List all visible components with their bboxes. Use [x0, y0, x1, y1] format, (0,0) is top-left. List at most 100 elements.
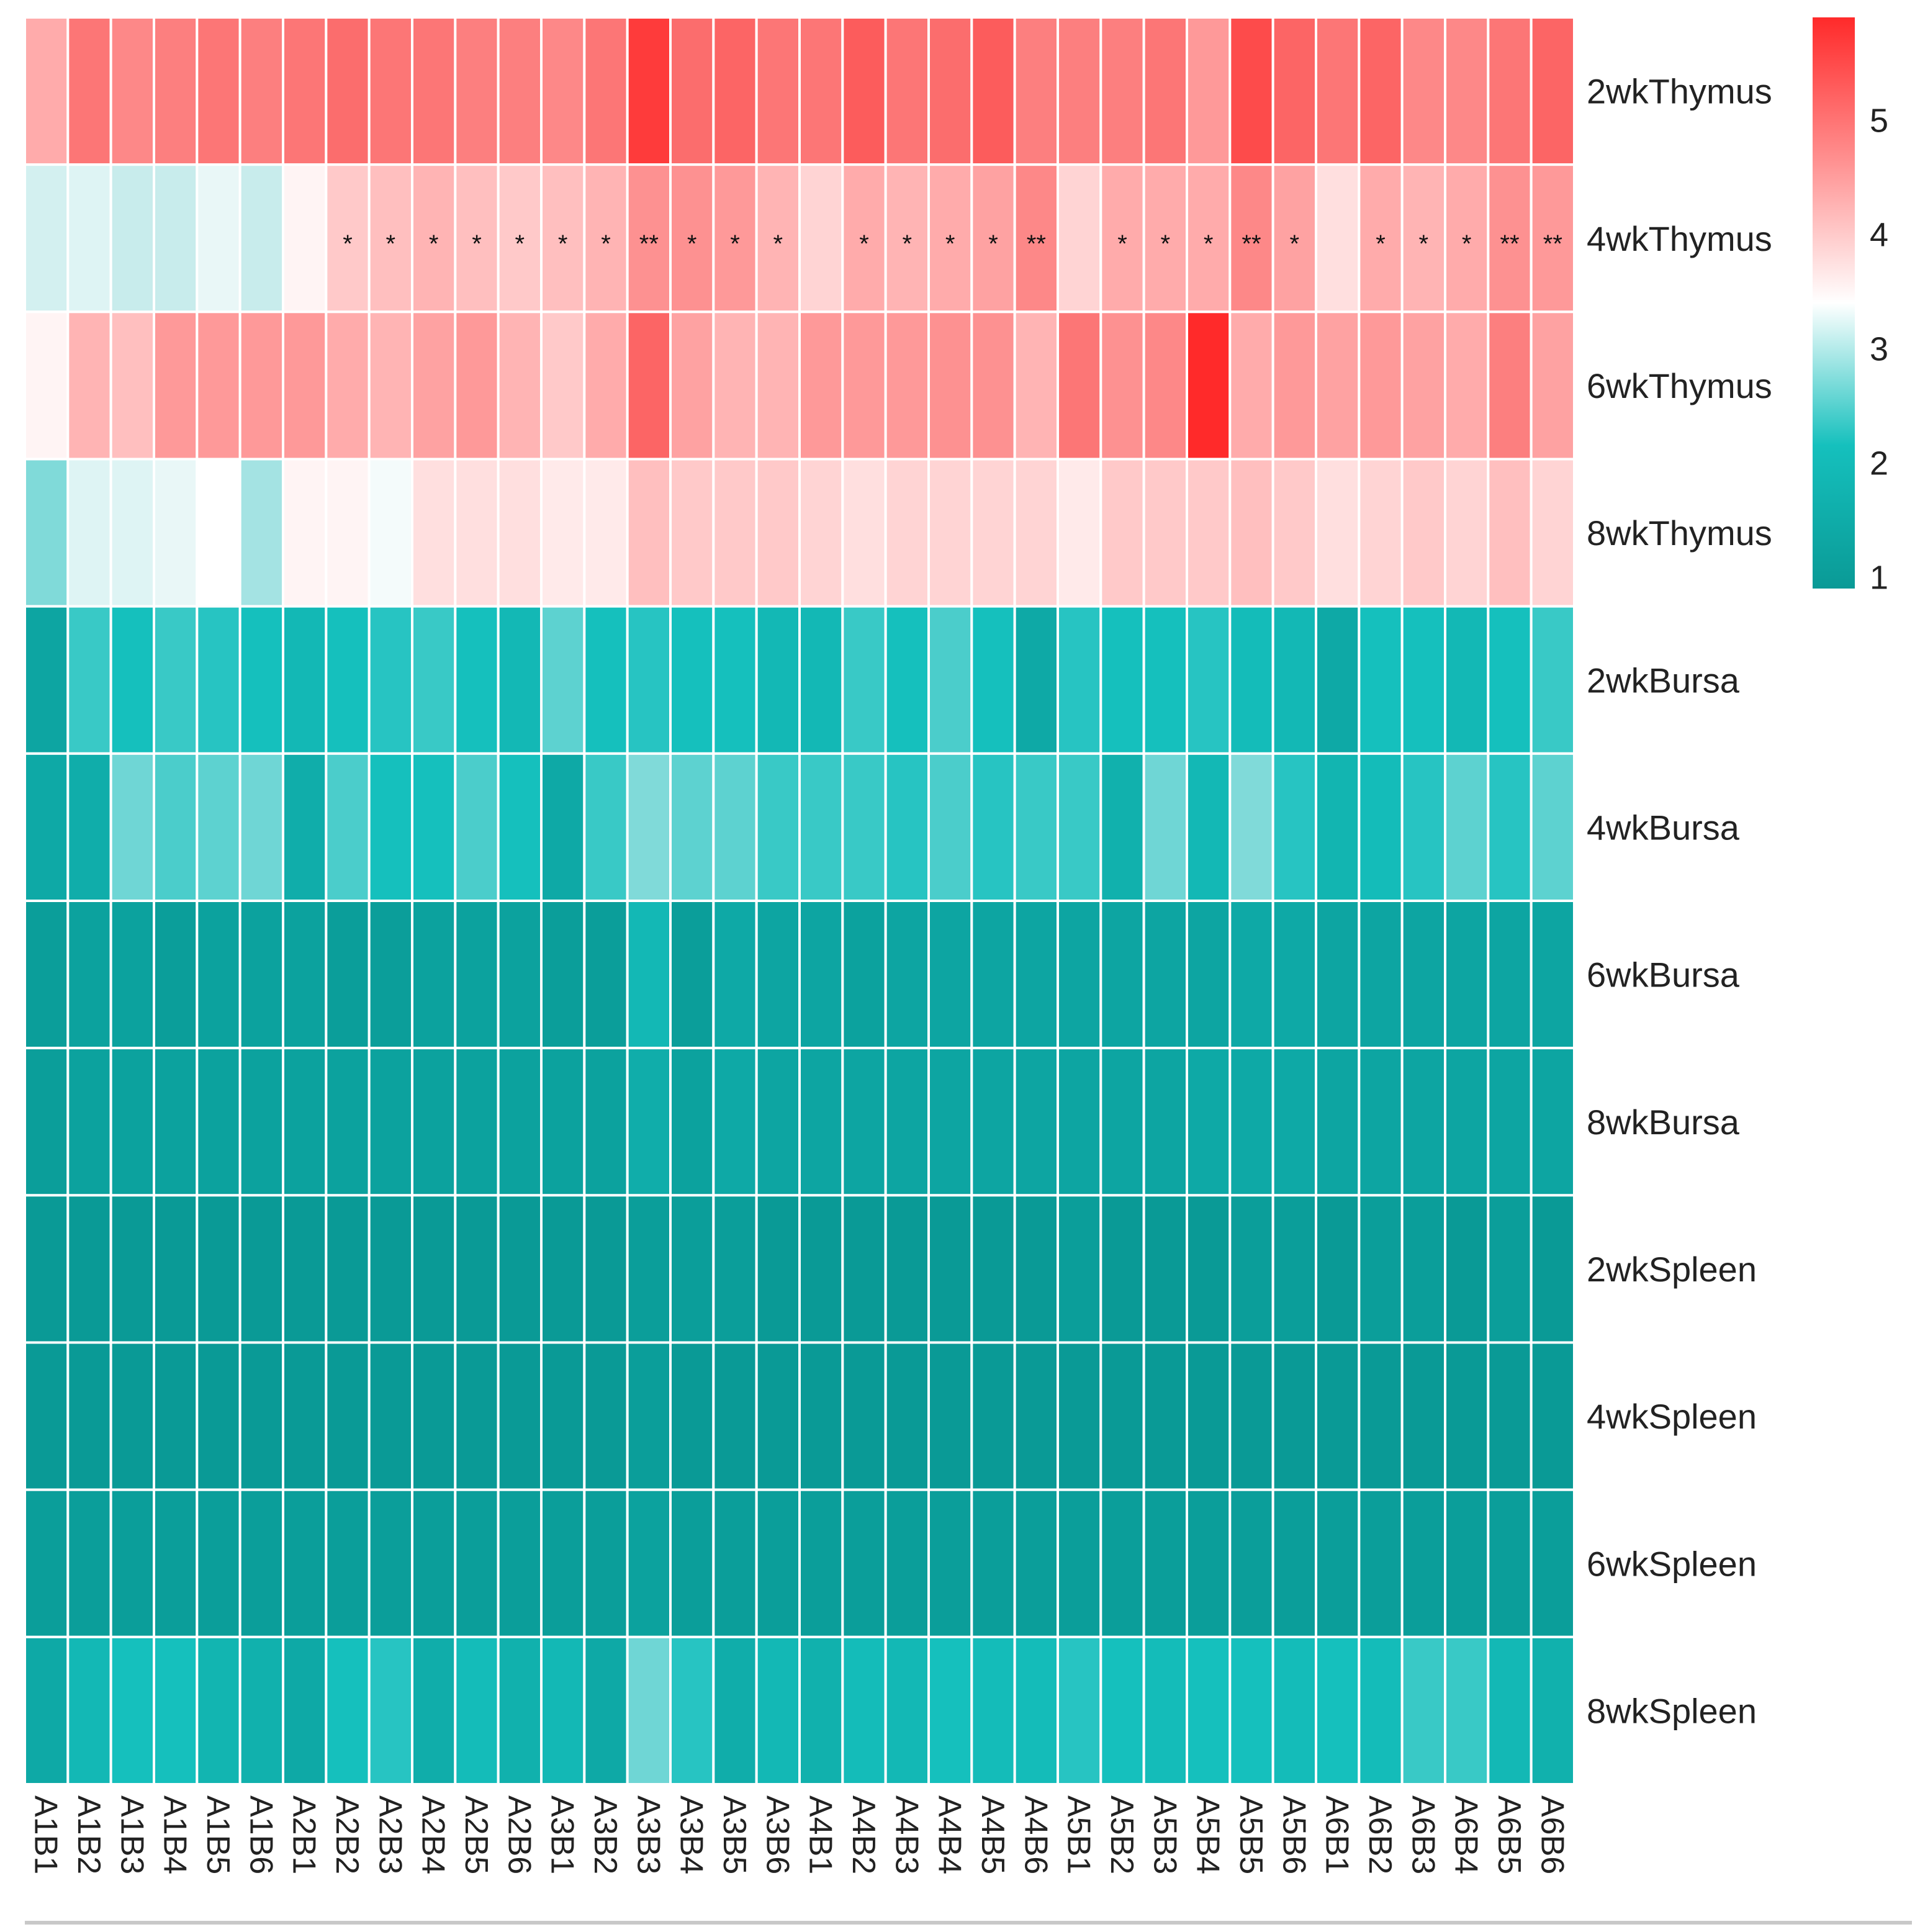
heatmap-cell: [196, 310, 241, 461]
heatmap-cell: [1013, 163, 1059, 314]
heatmap-cell: [1057, 1047, 1102, 1197]
column-label: A1B1: [28, 1795, 64, 1874]
heatmap-cell: [1530, 1488, 1576, 1638]
heatmap-cell: [626, 605, 672, 755]
column-label: A6B4: [1448, 1795, 1484, 1874]
heatmap-cell: [1358, 900, 1404, 1050]
heatmap-cell: [1099, 458, 1145, 608]
heatmap-cell: [1228, 458, 1274, 608]
significance-mark: *: [1290, 230, 1300, 258]
heatmap-cell: [1142, 605, 1188, 755]
heatmap-cell: [1228, 16, 1274, 166]
significance-mark: *: [343, 230, 353, 258]
column-label: A5B3: [1147, 1795, 1183, 1874]
heatmap-cell: [755, 1047, 801, 1197]
heatmap-cell: [884, 752, 930, 903]
heatmap-cell: [1444, 1341, 1490, 1491]
heatmap-cell: [1444, 16, 1490, 166]
heatmap-cell: [282, 16, 328, 166]
significance-mark: *: [1376, 230, 1386, 258]
heatmap-cell: [325, 16, 371, 166]
heatmap-cell: [669, 1194, 715, 1344]
heatmap-cell: [626, 310, 672, 461]
heatmap-cell: [970, 458, 1016, 608]
heatmap-cell: [755, 458, 801, 608]
column-label: A5B2: [1104, 1795, 1140, 1874]
heatmap-cell: [1013, 458, 1059, 608]
column-label: A3B5: [716, 1795, 752, 1874]
heatmap-cell: [1186, 16, 1232, 166]
significance-mark: *: [515, 230, 525, 258]
heatmap-cell: [540, 900, 586, 1050]
heatmap-cell: [1057, 1635, 1102, 1785]
heatmap-cell: [238, 163, 284, 314]
heatmap-cell: [583, 605, 629, 755]
heatmap-cell: [1487, 1194, 1533, 1344]
heatmap-cell: [238, 605, 284, 755]
heatmap-cell: [540, 1047, 586, 1197]
heatmap-cell: [884, 310, 930, 461]
heatmap-cell: [798, 310, 844, 461]
column-label: A4B2: [845, 1795, 881, 1874]
heatmap-cell: [970, 310, 1016, 461]
heatmap-cell: [1142, 1194, 1188, 1344]
heatmap-cell: [1444, 900, 1490, 1050]
heatmap-cell: [24, 1488, 70, 1638]
heatmap-cell: [1228, 900, 1274, 1050]
heatmap-cell: [109, 1047, 156, 1197]
heatmap-cell: [1315, 16, 1361, 166]
column-label: A3B4: [674, 1795, 710, 1874]
heatmap-cell: [454, 16, 500, 166]
heatmap-cell: [497, 1635, 543, 1785]
column-label: A2B1: [286, 1795, 322, 1874]
heatmap-cell: [1315, 1635, 1361, 1785]
row-label: 6wkThymus: [1587, 366, 1772, 405]
significance-mark: *: [1462, 230, 1472, 258]
heatmap-cell: [1186, 310, 1232, 461]
heatmap-cell: [1400, 310, 1447, 461]
heatmap-cell: [1013, 1635, 1059, 1785]
significance-mark: **: [1242, 230, 1261, 258]
heatmap-cell: [927, 900, 973, 1050]
significance-mark: **: [1543, 230, 1562, 258]
heatmap-cell: [1530, 310, 1576, 461]
heatmap-cell: [1057, 16, 1102, 166]
heatmap-cell: [1057, 900, 1102, 1050]
heatmap-cell: [1057, 163, 1102, 314]
row-label: 4wkThymus: [1587, 219, 1772, 258]
heatmap-cell: [325, 458, 371, 608]
heatmap-cell: [66, 163, 112, 314]
heatmap-cell: [798, 1047, 844, 1197]
heatmap-cell: [1530, 900, 1576, 1050]
heatmap-cell: [238, 752, 284, 903]
heatmap-cell: [927, 752, 973, 903]
significance-mark: *: [429, 230, 439, 258]
heatmap-cell: [1013, 605, 1059, 755]
heatmap-cell: [109, 605, 156, 755]
heatmap-cell: [454, 605, 500, 755]
heatmap-cell: [712, 458, 758, 608]
heatmap-cell: [1315, 1047, 1361, 1197]
heatmap-cell: [1530, 16, 1576, 166]
heatmap-cell: [153, 458, 199, 608]
heatmap-cell: [454, 1047, 500, 1197]
heatmap-cell: [669, 1341, 715, 1491]
heatmap-cell: [454, 1488, 500, 1638]
heatmap-cell: [927, 310, 973, 461]
column-label: A2B6: [501, 1795, 537, 1874]
heatmap-cell: [411, 605, 457, 755]
heatmap-cell: [66, 1047, 112, 1197]
heatmap-cell: [1186, 1047, 1232, 1197]
heatmap-cell: [282, 1047, 328, 1197]
heatmap-cell: [109, 1194, 156, 1344]
heatmap-cell: [583, 310, 629, 461]
heatmap-cell: [1099, 752, 1145, 903]
heatmap-cell: [196, 458, 241, 608]
heatmap-cell: [66, 1341, 112, 1491]
heatmap-cell: [669, 1488, 715, 1638]
heatmap-cell: [325, 1488, 371, 1638]
heatmap-cell: [669, 752, 715, 903]
significance-mark: *: [730, 230, 740, 258]
heatmap-cell: [884, 458, 930, 608]
heatmap-cell: [1444, 605, 1490, 755]
